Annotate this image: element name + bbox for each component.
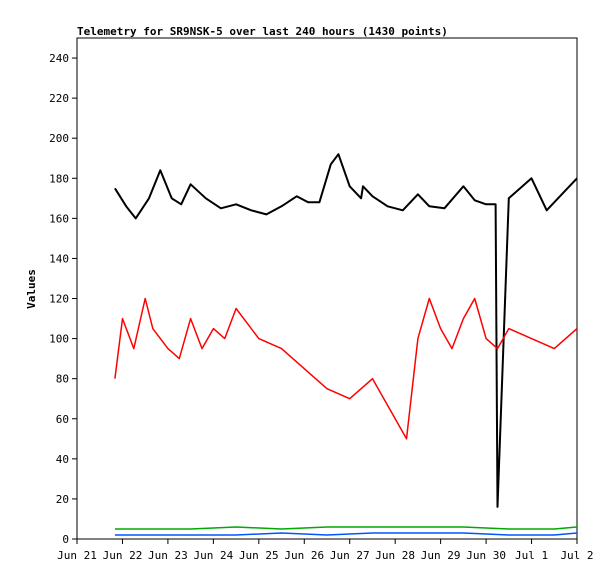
plot-frame [76, 37, 578, 540]
y-tick-label: 120 [49, 293, 69, 306]
x-tick-label: Jun 24 [193, 549, 233, 562]
y-tick-label: 240 [49, 52, 69, 65]
x-tick-label: Jul 1 [515, 549, 548, 562]
x-tick-label: Jul 2 [560, 549, 593, 562]
y-tick-label: 180 [49, 172, 69, 185]
y-tick-label: 80 [56, 373, 69, 386]
x-tick-label: Jun 21 [57, 549, 97, 562]
chart-title: Telemetry for SR9NSK-5 over last 240 hou… [77, 25, 448, 38]
x-tick-label: Jun 23 [148, 549, 188, 562]
x-tick-label: Jun 29 [421, 549, 461, 562]
y-tick-label: 60 [56, 413, 69, 426]
y-tick-label: 160 [49, 212, 69, 225]
series-line-4 [114, 532, 577, 536]
y-tick-label: 100 [49, 333, 69, 346]
series-line-3 [114, 526, 577, 530]
series-line-2 [114, 297, 577, 440]
x-tick-label: Jun 28 [375, 549, 415, 562]
x-tick-label: Jun 22 [103, 549, 143, 562]
y-tick-label: 140 [49, 252, 69, 265]
y-tick-label: 200 [49, 132, 69, 145]
x-tick-label: Jun 30 [466, 549, 506, 562]
x-tick-label: Jun 26 [284, 549, 324, 562]
y-axis-label: Values [25, 269, 38, 309]
plot-area: 0 20 40 60 80 100 120 140 160 180 200 220 240 Jun 21 J… [49, 37, 594, 562]
y-tick-label: 220 [49, 92, 69, 105]
y-tick-label: 0 [62, 533, 69, 546]
series-line-1 [114, 153, 577, 508]
x-tick-label: Jun 27 [330, 549, 370, 562]
y-tick-label: 20 [56, 493, 69, 506]
y-tick-label: 40 [56, 453, 69, 466]
x-tick-label: Jun 25 [239, 549, 279, 562]
